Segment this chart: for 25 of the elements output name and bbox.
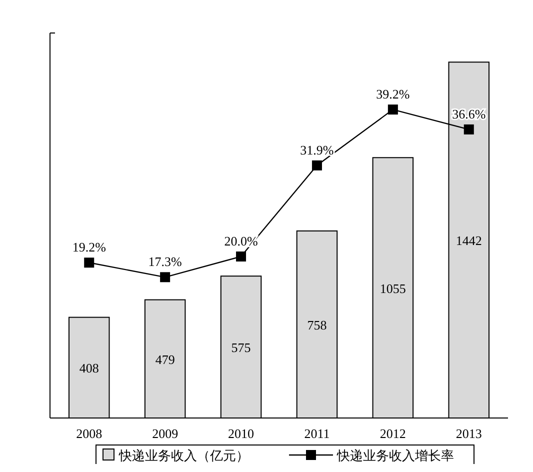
x-tick-label: 2010 — [228, 426, 254, 441]
data-label: 19.2% — [72, 240, 106, 255]
data-label: 479 — [155, 352, 175, 367]
point — [160, 272, 170, 282]
legend-label: 快递业务收入增长率 — [336, 448, 454, 463]
data-label: 575 — [231, 340, 251, 356]
x-tick-label: 2008 — [76, 426, 102, 441]
data-label: 408 — [79, 360, 99, 376]
point — [388, 104, 398, 115]
data-label: 1442 — [456, 233, 482, 248]
data-label: 39.2% — [376, 86, 410, 102]
x-tick-label: 2013 — [456, 426, 482, 441]
data-label: 31.9% — [300, 142, 334, 158]
point — [312, 160, 322, 170]
x-tick-label: 2012 — [380, 426, 406, 441]
data-label: 36.6% — [452, 106, 486, 122]
point — [84, 258, 94, 268]
data-label: 17.3% — [148, 254, 182, 270]
data-label: 758 — [307, 317, 327, 332]
point — [464, 124, 474, 134]
x-tick-label: 2011 — [304, 426, 330, 441]
x-tick-label: 2009 — [152, 426, 178, 441]
data-label: 1055 — [380, 280, 406, 296]
legend-label: 快递业务收入（亿元） — [118, 448, 249, 463]
point — [236, 252, 246, 262]
